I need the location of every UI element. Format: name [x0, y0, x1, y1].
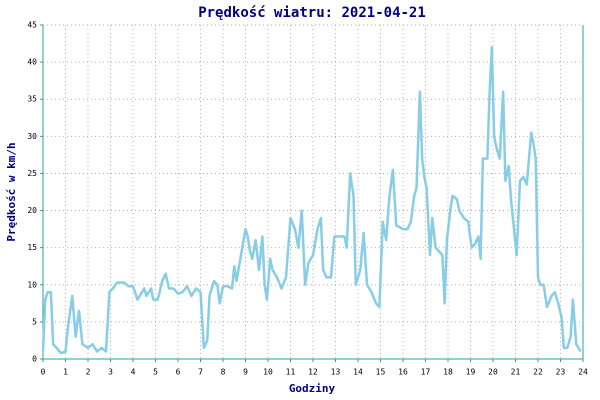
x-tick-label: 6	[176, 368, 181, 377]
data-line	[41, 46, 582, 355]
x-tick-label: 18	[443, 368, 453, 377]
y-axis-label: Prędkość w km/h	[5, 142, 18, 241]
x-tick-label: 24	[578, 368, 588, 377]
y-tick-label: 25	[27, 169, 37, 178]
x-tick-label: 11	[286, 368, 296, 377]
chart-title: Prędkość wiatru: 2021-04-21	[198, 5, 426, 21]
x-tick-label: 15	[376, 368, 386, 377]
y-tick-label: 30	[27, 132, 37, 141]
x-tick-label: 4	[131, 368, 136, 377]
y-tick-label: 45	[27, 21, 37, 30]
y-tick-label: 5	[32, 317, 37, 326]
x-tick-label: 13	[331, 368, 341, 377]
x-tick-label: 8	[221, 368, 226, 377]
x-axis-label: Godziny	[289, 382, 336, 395]
y-tick-label: 40	[27, 58, 37, 67]
y-tick-label: 0	[32, 355, 37, 364]
x-tick-label: 10	[263, 368, 273, 377]
y-tick-label: 20	[27, 206, 37, 215]
x-tick-label: 7	[198, 368, 203, 377]
x-tick-label: 2	[86, 368, 91, 377]
x-tick-label: 20	[488, 368, 498, 377]
x-tick-label: 3	[108, 368, 113, 377]
x-tick-label: 22	[533, 368, 543, 377]
x-tick-label: 1	[63, 368, 68, 377]
x-tick-label: 5	[153, 368, 158, 377]
x-tick-label: 23	[556, 368, 566, 377]
x-tick-label: 9	[243, 368, 248, 377]
x-tick-label: 19	[466, 368, 476, 377]
x-tick-label: 17	[421, 368, 431, 377]
x-tick-label: 12	[308, 368, 318, 377]
y-tick-label: 35	[27, 95, 37, 104]
x-tick-label: 0	[41, 368, 46, 377]
x-tick-label: 16	[398, 368, 408, 377]
x-tick-label: 14	[353, 368, 363, 377]
y-tick-label: 10	[27, 280, 37, 289]
y-tick-label: 15	[27, 243, 37, 252]
x-tick-label: 21	[511, 368, 521, 377]
